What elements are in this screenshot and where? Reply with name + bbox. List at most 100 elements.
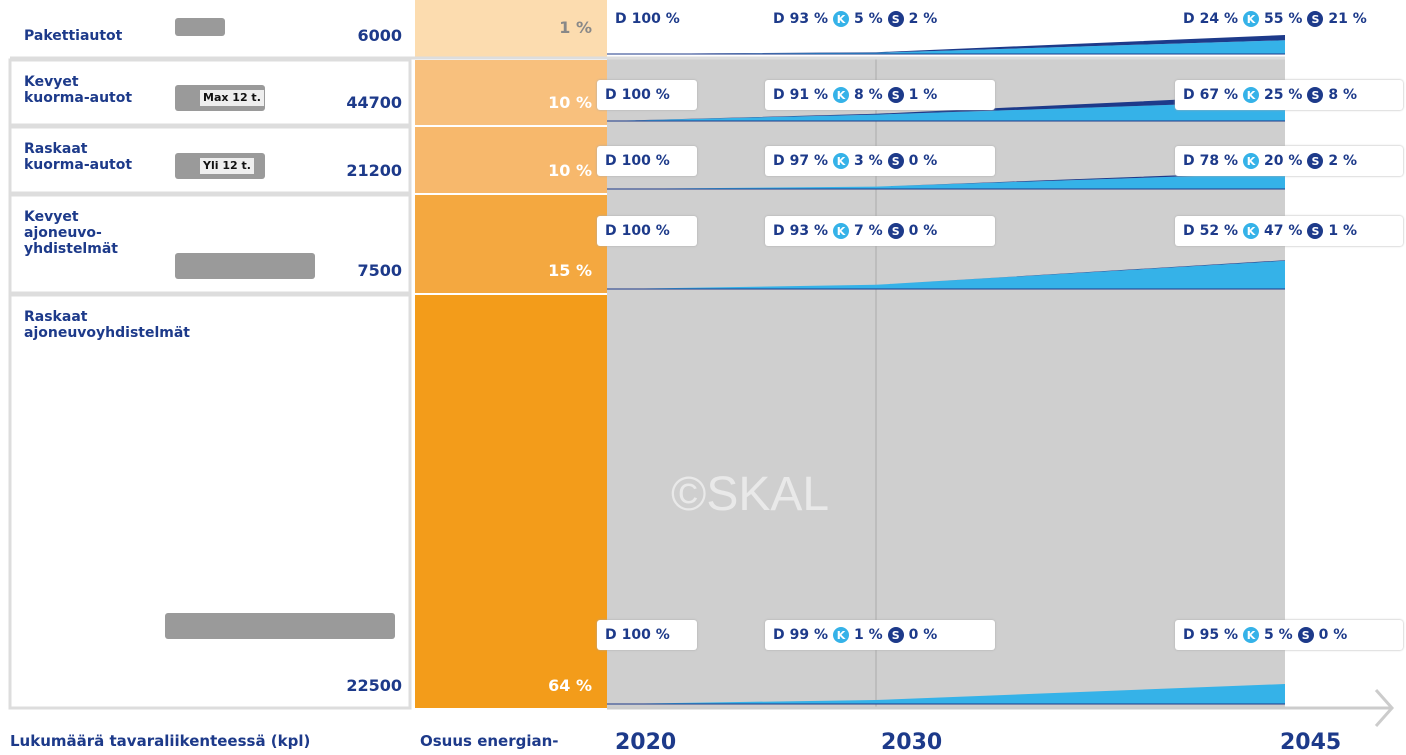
truck-icon [165, 613, 395, 639]
d-share: 100 % [622, 87, 670, 103]
share-label: 1 % [500, 20, 592, 36]
fuel-mix-label: D 100 % [597, 80, 697, 110]
k-share: 5 % [1264, 627, 1293, 643]
fuel-icon: K [1243, 627, 1259, 643]
d-share: 24 % [1200, 11, 1238, 27]
year-label: 2020 [615, 731, 676, 755]
row-frame [10, 295, 410, 708]
k-share: 8 % [854, 87, 883, 103]
s-share: 8 % [1328, 87, 1357, 103]
d-share: 93 % [790, 11, 828, 27]
year-label: 2030 [881, 731, 942, 755]
fuel-code: D [773, 153, 785, 169]
d-share: 78 % [1200, 153, 1238, 169]
fuel-code: D [773, 11, 785, 27]
s-share: 0 % [1319, 627, 1348, 643]
fuel-mix-label: D 67 % K 25 % S 8 % [1175, 80, 1403, 110]
row-count: 7500 [320, 263, 402, 279]
k-share: 1 % [854, 627, 883, 643]
d-share: 100 % [632, 11, 680, 27]
k-share: 55 % [1264, 11, 1302, 27]
fuel-icon: K [1243, 223, 1259, 239]
fuel-icon: S [888, 153, 904, 169]
row-count: 6000 [320, 28, 402, 44]
k-share: 47 % [1264, 223, 1302, 239]
share-label: 64 % [500, 678, 592, 694]
fuel-mix-label: D 100 % [607, 4, 707, 34]
fuel-code: D [773, 223, 785, 239]
fuel-mix-label: D 95 % K 5 % S 0 % [1175, 620, 1403, 650]
fuel-icon: K [833, 627, 849, 643]
truck-label: Yli 12 t. [200, 158, 254, 174]
k-share: 25 % [1264, 87, 1302, 103]
infographic: ©SKAL Lukumäärä tavaraliikenteessä (kpl)… [0, 0, 1406, 755]
row-name: Kevyet ajoneuvo- yhdistelmät [24, 209, 118, 257]
fuel-icon: K [1243, 153, 1259, 169]
fuel-code: D [605, 87, 617, 103]
d-share: 52 % [1200, 223, 1238, 239]
row-name: Raskaat ajoneuvoyhdistelmät [24, 309, 190, 341]
fuel-code: D [605, 223, 617, 239]
k-share: 20 % [1264, 153, 1302, 169]
truck-label: Max 12 t. [200, 90, 264, 106]
s-share: 2 % [1328, 153, 1357, 169]
fuel-icon: S [1307, 87, 1323, 103]
d-share: 100 % [622, 153, 670, 169]
d-share: 91 % [790, 87, 828, 103]
fuel-code: D [615, 11, 627, 27]
fuel-icon: S [1298, 627, 1314, 643]
truck-icon [175, 253, 315, 279]
s-share: 0 % [909, 153, 938, 169]
fuel-mix-label: D 99 % K 1 % S 0 % [765, 620, 995, 650]
fuel-code: D [1183, 87, 1195, 103]
row-count: 44700 [320, 95, 402, 111]
k-share: 5 % [854, 11, 883, 27]
fuel-mix-label: D 100 % [597, 216, 697, 246]
row-count: 21200 [320, 163, 402, 179]
fuel-icon: S [1307, 153, 1323, 169]
fuel-icon: S [888, 87, 904, 103]
d-share: 67 % [1200, 87, 1238, 103]
s-share: 2 % [909, 11, 938, 27]
row-name: Raskaat kuorma-autot [24, 141, 132, 173]
fuel-icon: S [1307, 223, 1323, 239]
row-name: Kevyet kuorma-autot [24, 74, 132, 106]
fuel-icon: K [833, 153, 849, 169]
s-share: 0 % [909, 627, 938, 643]
count-axis-label: Lukumäärä tavaraliikenteessä (kpl) [10, 733, 310, 749]
k-share: 3 % [854, 153, 883, 169]
share-label: 10 % [500, 95, 592, 111]
d-share: 100 % [622, 223, 670, 239]
share-axis-label: Osuus energian- [420, 733, 559, 749]
fuel-mix-label: D93 %K7 %S0 % [765, 216, 995, 246]
share-band [415, 127, 607, 193]
k-share: 7 % [854, 223, 883, 239]
watermark: ©SKAL [671, 470, 829, 520]
fuel-code: D [1183, 153, 1195, 169]
fuel-icon: S [1307, 11, 1323, 27]
row-count: 22500 [320, 678, 402, 694]
d-share: 95 % [1200, 627, 1238, 643]
row-name: Pakettiautot [24, 28, 122, 44]
fuel-code: D [605, 627, 617, 643]
fuel-icon: S [888, 223, 904, 239]
truck-icon [175, 18, 225, 36]
fuel-icon: K [833, 11, 849, 27]
d-share: 99 % [790, 627, 828, 643]
fuel-icon: K [1243, 87, 1259, 103]
fuel-icon: K [833, 87, 849, 103]
fuel-code: D [773, 627, 785, 643]
fuel-icon: S [888, 627, 904, 643]
s-share: 1 % [909, 87, 938, 103]
s-share: 0 % [909, 223, 938, 239]
share-label: 10 % [500, 163, 592, 179]
fuel-code: D [1183, 627, 1195, 643]
fuel-code: D [605, 153, 617, 169]
share-label: 15 % [500, 263, 592, 279]
fuel-icon: K [1243, 11, 1259, 27]
